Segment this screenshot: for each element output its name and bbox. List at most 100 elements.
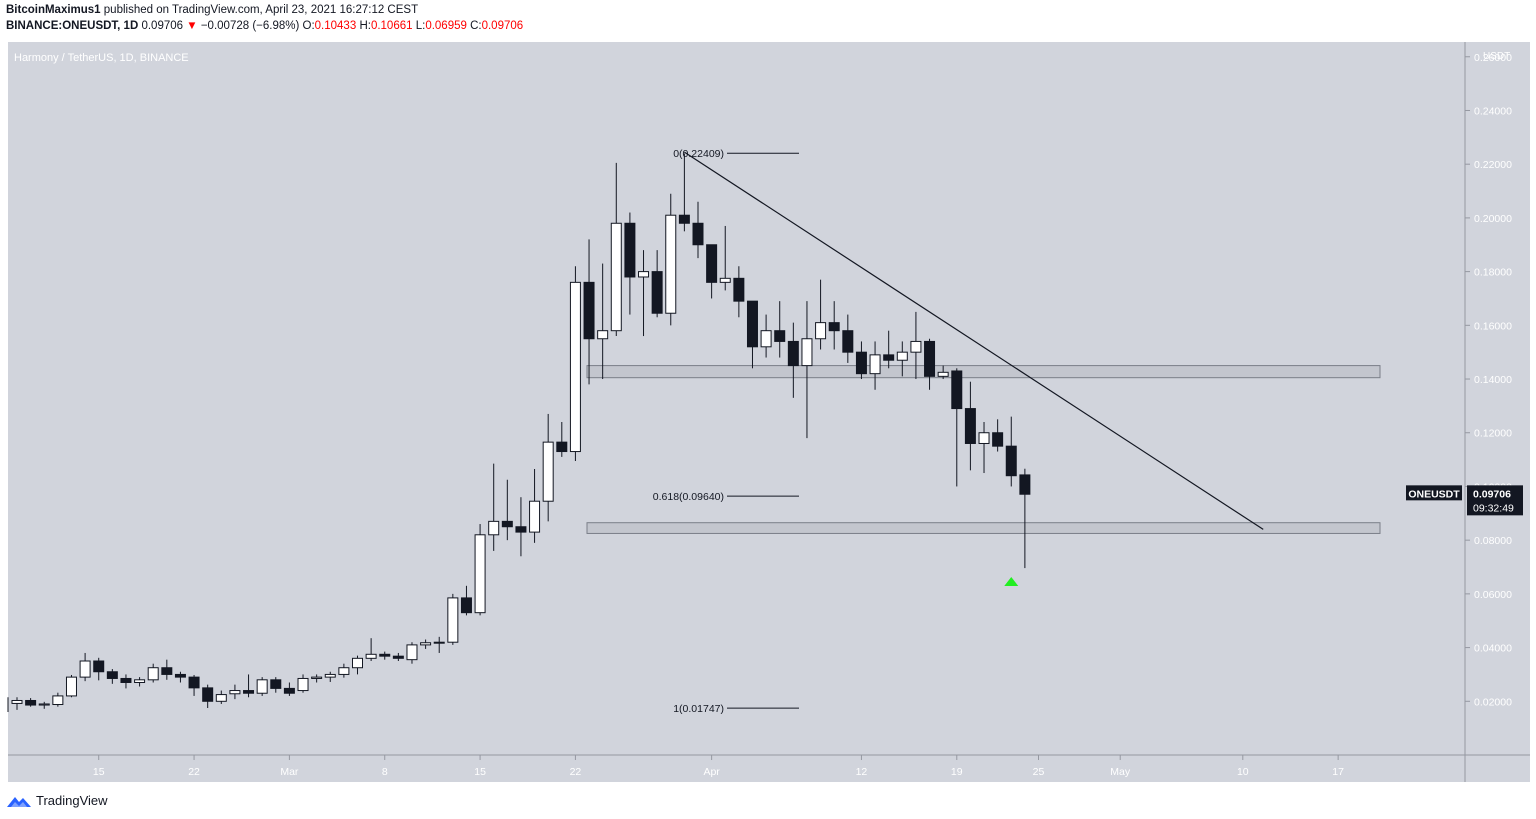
last-price-label: ONEUSDT 0.09706 09:32:49 <box>1406 485 1523 516</box>
chart-area[interactable]: Harmony / TetherUS, 1D, BINANCE USDT 0(0… <box>0 40 1536 784</box>
candle-up <box>529 500 541 533</box>
time-tick-label: 12 <box>856 766 868 778</box>
candle-down <box>120 677 132 683</box>
price-tick-label: 0.26000 <box>1474 52 1512 64</box>
candle-up <box>365 653 377 659</box>
price-tag-bg <box>1467 485 1523 516</box>
open-value: 0.10433 <box>314 20 357 32</box>
candle-down <box>243 690 255 694</box>
candle-down <box>964 408 976 444</box>
candle-down <box>678 214 690 224</box>
candle-down <box>924 340 936 377</box>
candle-up <box>338 667 350 675</box>
candle-up <box>978 432 990 444</box>
candle-down <box>515 526 527 533</box>
time-tick-label: Apr <box>703 766 720 778</box>
time-tick-label: 17 <box>1332 766 1344 778</box>
time-tick-label: 22 <box>188 766 200 778</box>
symbol-tag-bg <box>1406 485 1462 501</box>
candle-down <box>270 679 282 689</box>
axis-unit-label: USDT <box>1483 51 1510 62</box>
plot-background <box>8 42 1530 782</box>
candle-up <box>488 520 500 536</box>
last-price: 0.09706 <box>141 20 184 32</box>
candle-up <box>52 695 64 706</box>
publisher-name[interactable]: BitcoinMaximus1 <box>6 4 101 16</box>
candle-down <box>174 673 186 678</box>
time-tick-label: 22 <box>570 766 582 778</box>
candle-down <box>556 441 568 453</box>
candle-up <box>311 676 323 679</box>
candle-down <box>583 281 595 340</box>
descending-trendline <box>684 151 1264 530</box>
candle-up <box>11 699 23 704</box>
drawings: 0(0.22409) 0.618(0.09640) 1(0.01747) <box>7 148 1264 715</box>
candle-down <box>1019 474 1031 495</box>
footer-brand[interactable]: TradingView <box>6 793 108 808</box>
candle-down <box>106 671 118 679</box>
candle-up <box>569 281 581 453</box>
candle-up <box>665 214 677 314</box>
fib-level-label: 0(0.22409) <box>673 148 724 160</box>
close-value: 0.09706 <box>481 20 524 32</box>
candle-up <box>719 277 731 283</box>
time-tick-label: 8 <box>382 766 388 778</box>
low-label: L: <box>415 20 426 32</box>
candle-down <box>746 300 758 348</box>
down-arrow-icon: ▼ <box>186 20 198 32</box>
price-change: −0.00728 (−6.98%) <box>200 20 300 32</box>
price-tag-text: 0.09706 <box>1473 488 1511 500</box>
price-tick-label: 0.20000 <box>1474 213 1512 225</box>
footer-brand-text: TradingView <box>36 793 108 808</box>
candle-up <box>65 676 77 697</box>
publish-text: published on TradingView.com, April 23, … <box>100 4 419 16</box>
candle-up <box>147 667 159 681</box>
candle-down <box>651 271 663 314</box>
time-tick-label: May <box>1110 766 1131 778</box>
price-tick-label: 0.16000 <box>1474 320 1512 332</box>
candle-up <box>352 657 363 669</box>
low-value: 0.06959 <box>425 20 467 32</box>
candle-up <box>79 660 91 678</box>
candle-up <box>406 644 418 661</box>
price-chart[interactable]: Harmony / TetherUS, 1D, BINANCE USDT 0(0… <box>0 40 1536 784</box>
support-zone <box>586 522 1381 534</box>
buy-signal-arrow-icon <box>1004 576 1019 586</box>
support-zone <box>586 365 1381 379</box>
candle-down <box>706 244 718 283</box>
fib-level-label: 1(0.01747) <box>673 703 724 715</box>
candle-down <box>93 660 105 673</box>
candle-up <box>215 694 227 702</box>
candle-up <box>815 322 827 340</box>
candle-up <box>801 338 813 367</box>
candle-down <box>1005 445 1017 477</box>
candles <box>11 153 1031 710</box>
time-tick-label: 19 <box>951 766 963 778</box>
candle-up <box>134 679 146 683</box>
candle-down <box>787 340 799 367</box>
time-tick-label: 15 <box>474 766 486 778</box>
candle-down <box>828 322 840 332</box>
candle-down <box>202 687 214 702</box>
candle-up <box>937 371 949 377</box>
candle-down <box>951 370 963 410</box>
candle-down <box>283 687 295 694</box>
candle-up <box>474 534 486 614</box>
candle-down <box>992 432 1004 447</box>
candle-down <box>774 330 786 342</box>
high-value: 0.10661 <box>370 20 413 32</box>
candle-up <box>542 441 554 502</box>
symbol-label: BINANCE:ONEUSDT, 1D <box>6 20 139 32</box>
fib-level-label: 0.618(0.09640) <box>653 491 724 503</box>
candle-up <box>324 673 336 678</box>
symbol-info: BINANCE:ONEUSDT, 1D 0.09706 ▼ −0.00728 (… <box>6 20 523 32</box>
price-tick-label: 0.14000 <box>1474 374 1512 386</box>
candle-up <box>38 703 50 706</box>
time-axis[interactable]: 15 22 Mar 8 15 22 Apr 12 19 25 May 10 17 <box>93 755 1344 778</box>
candle-down <box>733 277 745 302</box>
candle-up <box>610 222 622 332</box>
price-tick-label: 0.02000 <box>1474 696 1512 708</box>
candle-up <box>229 690 241 695</box>
tradingview-logo-icon <box>7 796 31 807</box>
candle-up <box>297 677 309 692</box>
